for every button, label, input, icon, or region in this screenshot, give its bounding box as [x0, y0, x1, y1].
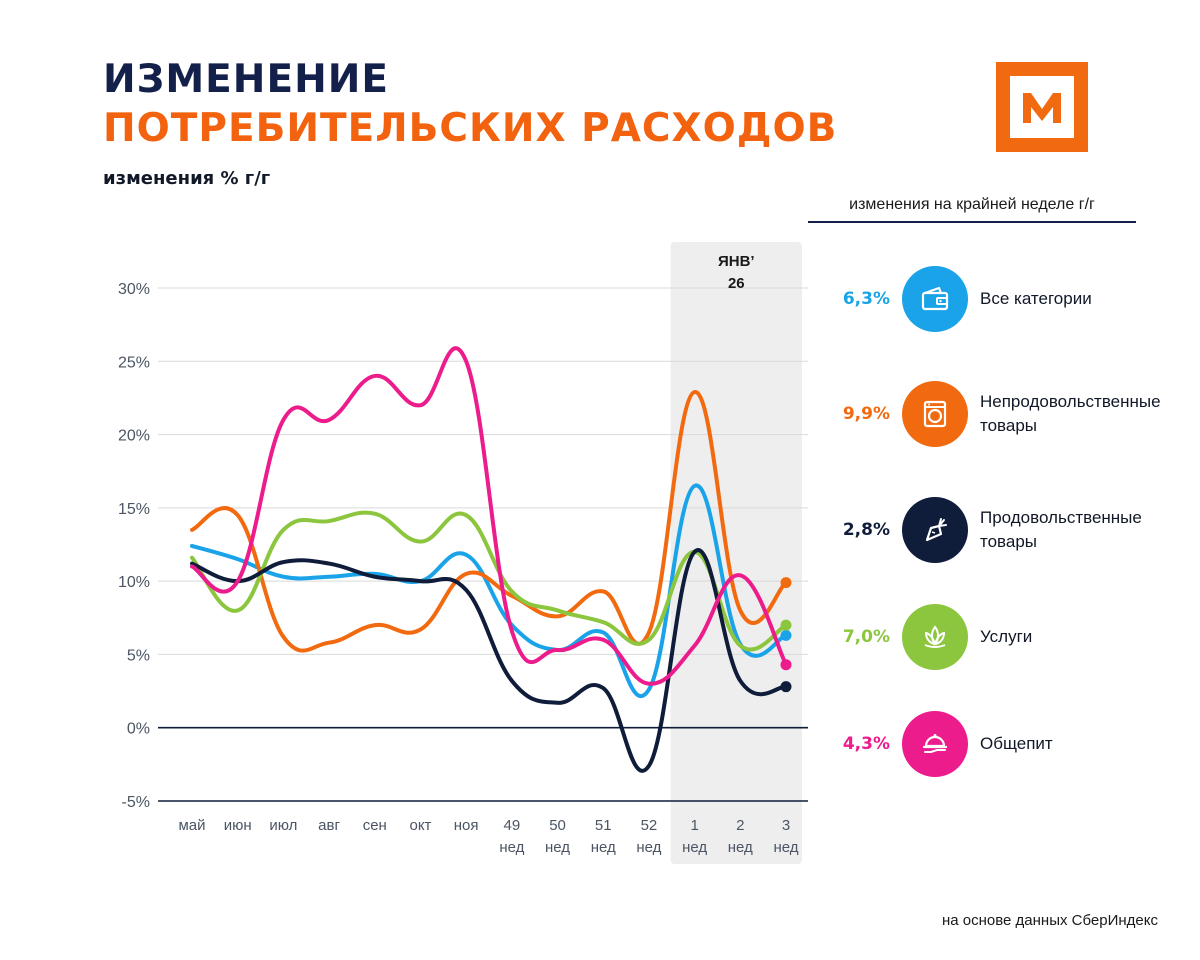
grid-lines [158, 287, 808, 802]
x-tick-label: ноя [454, 817, 479, 834]
legend-label: Непродовольственные товары [980, 392, 1161, 435]
legend-value: 9,9% [842, 404, 890, 424]
series-line [190, 548, 788, 773]
legend-item-services: 7,0% Услуги [820, 604, 1190, 670]
chart-subtitle: изменения % г/г [103, 168, 271, 189]
legend-item-all-categories: 6,3% Все категории [820, 266, 1190, 332]
x-tick-label: 51 [595, 817, 612, 834]
page-title-line1: ИЗМЕНЕНИЕ [103, 57, 389, 102]
x-tick-label: нед [682, 839, 707, 856]
y-tick-label: 20% [118, 428, 150, 445]
y-tick-label: -5% [122, 794, 150, 811]
series-end-point [780, 619, 792, 631]
x-tick-label: нед [728, 839, 753, 856]
legend-item-food: 2,8% Продовольственные товары [820, 497, 1190, 563]
x-tick-label: 2 [736, 817, 744, 834]
legend-value: 6,3% [842, 289, 890, 309]
x-tick-label: авг [318, 817, 340, 834]
x-tick-label: 1 [690, 817, 698, 834]
legend-value: 2,8% [842, 520, 890, 540]
series-end-point [780, 629, 792, 641]
legend-item-catering: 4,3% Общепит [820, 711, 1190, 777]
x-tick-label: июл [269, 817, 297, 834]
series-line [190, 346, 788, 686]
carrot-icon [902, 497, 968, 563]
x-tick-label: окт [409, 817, 431, 834]
washing-machine-icon [902, 381, 968, 447]
legend-label: Все категории [980, 289, 1092, 308]
x-tick-label: май [178, 817, 205, 834]
x-tick-label: 50 [549, 817, 566, 834]
y-tick-label: 15% [118, 501, 150, 518]
january-highlight-band [670, 242, 802, 864]
legend-label: Продовольственные товары [980, 508, 1142, 551]
x-tick-label: июн [224, 817, 252, 834]
legend-header-divider [808, 221, 1136, 223]
y-tick-label: 5% [127, 647, 150, 664]
page-title-line2: ПОТРЕБИТЕЛЬСКИХ РАСХОДОВ [103, 106, 838, 151]
y-axis-ticks: 30% 25% 20% 15% 10% 5% 0% -5% [118, 281, 150, 811]
highlight-label-month: ЯНВ’ [718, 253, 755, 270]
series-line [190, 483, 788, 699]
data-source-note: на основе данных СберИндекс [941, 912, 1158, 929]
logo-inner [1010, 76, 1074, 138]
legend-item-non-food: 9,9% Непродовольственные товары [820, 381, 1190, 447]
legend-value: 7,0% [842, 627, 890, 647]
legend-label: Услуги [980, 627, 1033, 646]
x-tick-label: нед [545, 839, 570, 856]
x-axis-ticks: май июн июл авг сен окт ноя 49 нед 50 нед 51 нед 52 не… [178, 817, 798, 856]
logo-letter-m-icon [1023, 93, 1061, 123]
brand-logo [996, 62, 1088, 152]
series-end-point [780, 681, 792, 693]
y-tick-label: 0% [127, 721, 150, 738]
x-tick-label: нед [773, 839, 798, 856]
x-tick-label: 49 [504, 817, 521, 834]
series-end-point [780, 577, 792, 589]
line-chart: 30% 25% 20% 15% 10% 5% 0% -5% май июн июл авг сен ок… [118, 242, 808, 864]
x-tick-label: 3 [782, 817, 790, 834]
y-tick-label: 25% [118, 354, 150, 371]
series-lines [190, 346, 792, 773]
x-tick-label: нед [591, 839, 616, 856]
highlight-label-year: 26 [728, 275, 745, 292]
y-tick-label: 10% [118, 574, 150, 591]
wallet-icon [902, 266, 968, 332]
x-tick-label: нед [499, 839, 524, 856]
lotus-icon [902, 604, 968, 670]
x-tick-label: 52 [641, 817, 658, 834]
legend-label: Общепит [980, 734, 1053, 753]
y-tick-label: 30% [118, 281, 150, 298]
x-tick-label: нед [636, 839, 661, 856]
legend-value: 4,3% [842, 734, 890, 754]
x-tick-label: сен [363, 817, 387, 834]
food-tray-icon [902, 711, 968, 777]
series-end-point [780, 659, 792, 671]
legend-header: изменения на крайней неделе г/г [849, 196, 1095, 213]
